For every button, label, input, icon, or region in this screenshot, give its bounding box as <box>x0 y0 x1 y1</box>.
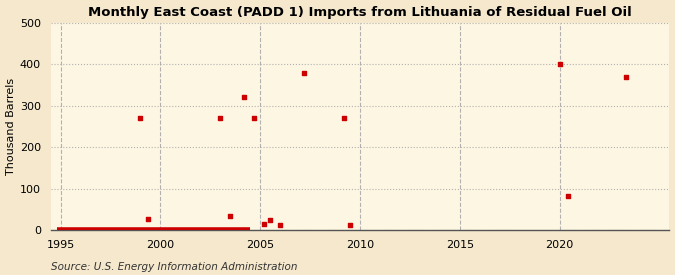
Point <box>275 223 286 228</box>
Point <box>299 71 310 75</box>
Point <box>259 222 269 226</box>
Point <box>345 223 356 228</box>
Y-axis label: Thousand Barrels: Thousand Barrels <box>5 78 16 175</box>
Point <box>339 116 350 120</box>
Point <box>562 194 573 198</box>
Point <box>249 116 260 120</box>
Point <box>554 62 565 66</box>
Title: Monthly East Coast (PADD 1) Imports from Lithuania of Residual Fuel Oil: Monthly East Coast (PADD 1) Imports from… <box>88 6 632 18</box>
Text: Source: U.S. Energy Information Administration: Source: U.S. Energy Information Administ… <box>51 262 297 272</box>
Point <box>239 94 250 99</box>
Point <box>135 116 146 120</box>
Point <box>620 75 631 79</box>
Point <box>225 214 236 218</box>
Point <box>265 218 275 222</box>
Point <box>215 116 225 120</box>
Point <box>143 217 154 221</box>
